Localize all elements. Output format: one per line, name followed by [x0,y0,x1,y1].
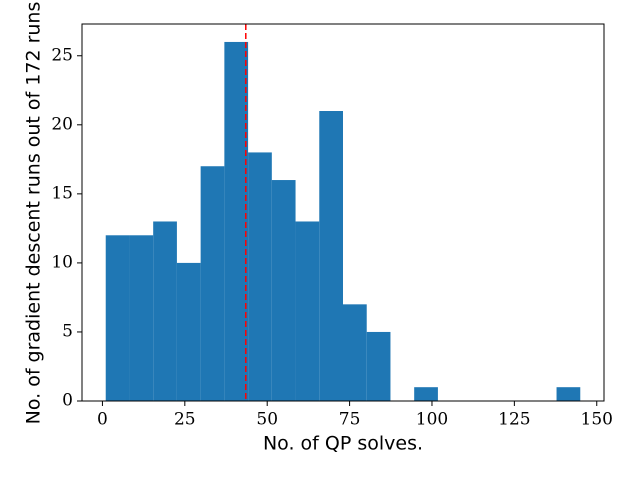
x-tick-label: 75 [339,410,361,430]
x-tick-label: 100 [416,410,448,430]
y-tick-label: 10 [51,252,73,272]
x-tick-label: 150 [581,410,613,430]
bar [224,41,249,401]
bar [105,235,130,401]
bar [176,262,201,401]
x-tick-label: 0 [97,410,108,430]
bar [556,387,581,401]
bar [414,387,438,401]
x-tick-label: 25 [174,410,196,430]
bar [319,111,343,401]
y-tick-label: 25 [51,45,73,65]
bar [153,221,177,401]
plot-frame [81,23,605,402]
y-tick-label: 0 [62,391,73,411]
y-tick-label: 20 [51,114,73,134]
bar [200,166,225,401]
x-axis-label: No. of QP solves. [263,433,423,455]
y-tick-label: 15 [51,183,73,203]
bar [295,221,320,401]
bar [129,235,154,401]
bar [271,180,296,401]
y-axis-label: No. of gradient descent runs out of 172 … [23,2,45,425]
y-tick-label: 5 [62,321,73,341]
bar [343,304,367,401]
bar [366,331,391,401]
x-tick-label: 50 [256,410,278,430]
x-tick-label: 125 [498,410,530,430]
bar [248,152,272,401]
